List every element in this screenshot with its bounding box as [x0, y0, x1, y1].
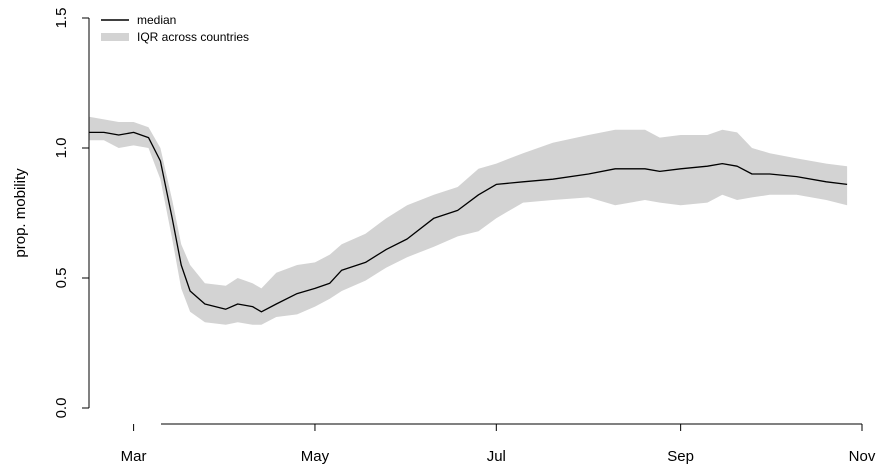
- x-tick-label: Sep: [667, 448, 694, 465]
- y-ticks: 0.0 0.5 1.0 1.5: [53, 8, 89, 419]
- y-tick-label: 0.5: [53, 268, 70, 289]
- axes: 0.0 0.5 1.0 1.5 Mar May Jul Sep Nov prop. mobil…: [12, 8, 876, 465]
- x-tick-label: Nov: [849, 448, 876, 465]
- median-line-layer: [89, 131, 848, 313]
- legend-median-label: median: [137, 13, 176, 27]
- y-axis-title: prop. mobility: [12, 168, 29, 258]
- iqr-band-layer: [89, 116, 848, 325]
- legend: median IQR across countries: [101, 13, 249, 44]
- median-line: [89, 131, 848, 313]
- y-tick-label: 0.0: [53, 398, 70, 419]
- x-tick-label: Mar: [121, 448, 147, 465]
- y-tick-label: 1.0: [53, 138, 70, 159]
- iqr-band: [89, 116, 848, 325]
- x-ticks: Mar May Jul Sep Nov: [121, 424, 876, 465]
- x-tick-label: May: [301, 448, 330, 465]
- y-tick-label: 1.5: [53, 8, 70, 29]
- x-tick-label: Jul: [487, 448, 506, 465]
- legend-iqr-label: IQR across countries: [137, 30, 249, 44]
